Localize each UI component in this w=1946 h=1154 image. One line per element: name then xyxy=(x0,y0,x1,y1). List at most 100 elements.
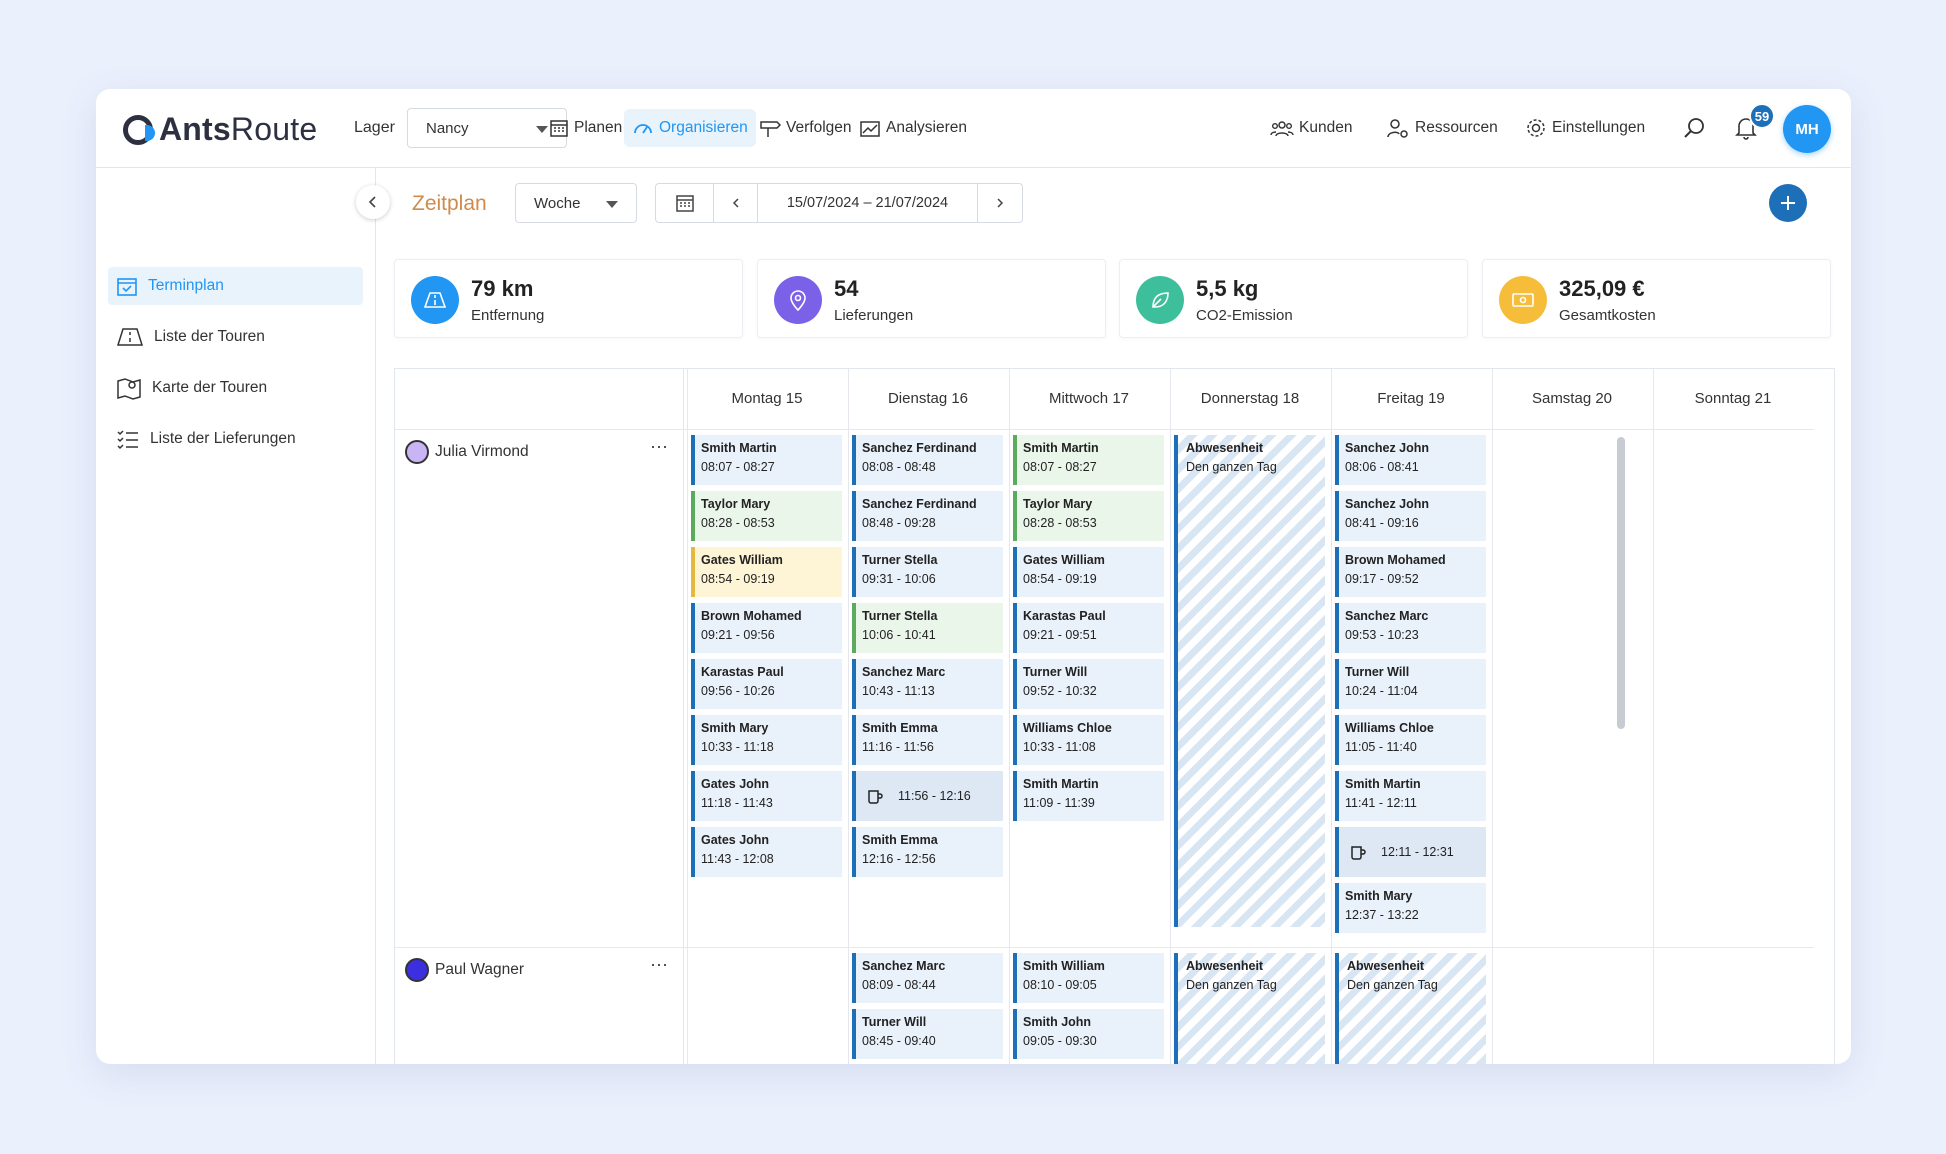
sidebar-item-lieferungen[interactable]: Liste der Lieferungen xyxy=(108,420,363,458)
delivery-event[interactable]: Smith Martin 11:09 - 11:39 xyxy=(1013,771,1164,821)
delivery-event[interactable]: Sanchez Ferdinand 08:08 - 08:48 xyxy=(852,435,1003,485)
delivery-event[interactable]: Brown Mohamed 09:17 - 09:52 xyxy=(1335,547,1486,597)
next-week-button[interactable] xyxy=(978,184,1022,222)
chart-icon xyxy=(860,121,880,137)
nav-ressourcen[interactable]: Ressourcen xyxy=(1378,109,1506,147)
gear-icon xyxy=(1527,119,1545,137)
delivery-event[interactable]: Sanchez Marc 10:43 - 11:13 xyxy=(852,659,1003,709)
kpi-entfernung: 79 km Entfernung xyxy=(394,259,743,338)
delivery-event[interactable]: Turner Will 10:24 - 11:04 xyxy=(1335,659,1486,709)
nav-planen[interactable]: Planen xyxy=(541,109,630,147)
nav-organisieren[interactable]: Organisieren xyxy=(624,109,756,147)
delivery-event[interactable]: Smith Martin 08:07 - 08:27 xyxy=(1013,435,1164,485)
delivery-event[interactable]: Smith William 08:10 - 09:05 xyxy=(1013,953,1164,1003)
event-customer: Sanchez Ferdinand xyxy=(862,497,977,511)
event-customer: Taylor Mary xyxy=(1023,497,1093,511)
resource-name[interactable]: Paul Wagner xyxy=(405,958,524,982)
delivery-event[interactable]: Turner Will 09:52 - 10:32 xyxy=(1013,659,1164,709)
delivery-event[interactable]: Sanchez Marc 09:53 - 10:23 xyxy=(1335,603,1486,653)
nav-analysieren[interactable]: Analysieren xyxy=(851,109,975,147)
nav-verfolgen[interactable]: Verfolgen xyxy=(751,109,860,147)
logo[interactable]: AntsRoute xyxy=(123,111,317,148)
event-time: 11:18 - 11:43 xyxy=(701,796,773,810)
more-options-icon[interactable]: ⋯ xyxy=(650,437,669,457)
delivery-event[interactable]: Gates John 11:43 - 12:08 xyxy=(691,827,842,877)
delivery-event[interactable]: Smith Mary 12:37 - 13:22 xyxy=(1335,883,1486,933)
event-customer: Brown Mohamed xyxy=(701,609,802,623)
event-time: 09:17 - 09:52 xyxy=(1345,572,1419,586)
event-customer: Turner Will xyxy=(1345,665,1410,679)
absence-block[interactable]: Abwesenheit Den ganzen Tag xyxy=(1335,953,1486,1064)
event-customer: Williams Chloe xyxy=(1345,721,1434,735)
more-options-icon[interactable]: ⋯ xyxy=(650,955,669,975)
delivery-event[interactable]: Smith Emma 12:16 - 12:56 xyxy=(852,827,1003,877)
sidebar-item-terminplan[interactable]: Terminplan xyxy=(108,267,363,305)
delivery-event[interactable]: Karastas Paul 09:21 - 09:51 xyxy=(1013,603,1164,653)
event-customer: Smith Mary xyxy=(701,721,769,735)
event-time: 11:16 - 11:56 xyxy=(862,740,934,754)
delivery-event[interactable]: Williams Chloe 11:05 - 11:40 xyxy=(1335,715,1486,765)
sidebar-item-label: Liste der Touren xyxy=(154,328,265,345)
delivery-event[interactable]: Karastas Paul 09:56 - 10:26 xyxy=(691,659,842,709)
nav-einstellungen[interactable]: Einstellungen xyxy=(1517,109,1653,147)
sidebar-item-touren-liste[interactable]: Liste der Touren xyxy=(108,318,363,356)
delivery-event[interactable]: Sanchez John 08:06 - 08:41 xyxy=(1335,435,1486,485)
event-customer: Sanchez John xyxy=(1345,441,1430,455)
absence-block[interactable]: Abwesenheit Den ganzen Tag xyxy=(1174,953,1325,1064)
avatar[interactable]: MH xyxy=(1783,105,1831,153)
grid-column-line xyxy=(683,369,684,1064)
delivery-event[interactable]: Smith Martin 08:07 - 08:27 xyxy=(691,435,842,485)
event-customer: Gates William xyxy=(701,553,783,567)
event-customer: Turner Stella xyxy=(862,553,938,567)
event-customer: Smith Emma xyxy=(862,833,938,847)
search-icon[interactable] xyxy=(1682,116,1706,140)
event-customer: Karastas Paul xyxy=(1023,609,1106,623)
delivery-event[interactable]: Gates William 08:54 - 09:19 xyxy=(1013,547,1164,597)
event-customer: Gates William xyxy=(1023,553,1105,567)
kpi-icon-circle xyxy=(1499,276,1547,324)
event-time: 11:43 - 12:08 xyxy=(701,852,774,866)
checklist-icon xyxy=(117,430,138,450)
delivery-event[interactable]: Turner Stella 10:06 - 10:41 xyxy=(852,603,1003,653)
delivery-event[interactable]: Gates William 08:54 - 09:19 xyxy=(691,547,842,597)
break-block[interactable]: 12:11 - 12:31 xyxy=(1335,827,1486,877)
collapse-sidebar-button[interactable] xyxy=(356,185,390,219)
calendar-button[interactable] xyxy=(656,184,714,222)
resource-name[interactable]: Julia Virmond xyxy=(405,440,529,464)
event-time: 08:28 - 08:53 xyxy=(701,516,775,530)
chevron-left-icon xyxy=(732,198,739,208)
delivery-event[interactable]: Sanchez Ferdinand 08:48 - 09:28 xyxy=(852,491,1003,541)
event-time: 11:05 - 11:40 xyxy=(1345,740,1417,754)
day-header: Samstag 20 xyxy=(1531,390,1613,407)
delivery-event[interactable]: Taylor Mary 08:28 - 08:53 xyxy=(1013,491,1164,541)
event-time: 12:16 - 12:56 xyxy=(862,852,936,866)
delivery-event[interactable]: Taylor Mary 08:28 - 08:53 xyxy=(691,491,842,541)
add-button[interactable] xyxy=(1769,184,1807,222)
delivery-event[interactable]: Turner Stella 09:31 - 10:06 xyxy=(852,547,1003,597)
prev-week-button[interactable] xyxy=(714,184,758,222)
event-customer: Turner Stella xyxy=(862,609,938,623)
delivery-event[interactable]: Williams Chloe 10:33 - 11:08 xyxy=(1013,715,1164,765)
vertical-scrollbar[interactable] xyxy=(1617,437,1625,729)
delivery-event[interactable]: Sanchez John 08:41 - 09:16 xyxy=(1335,491,1486,541)
delivery-event[interactable]: Smith Mary 10:33 - 11:18 xyxy=(691,715,842,765)
delivery-event[interactable]: Smith John 09:05 - 09:30 xyxy=(1013,1009,1164,1059)
absence-title: Abwesenheit xyxy=(1347,959,1425,973)
event-time: 11:09 - 11:39 xyxy=(1023,796,1095,810)
logo-icon xyxy=(123,114,155,145)
view-select[interactable]: Woche xyxy=(515,183,637,223)
delivery-event[interactable]: Turner Will 08:45 - 09:40 xyxy=(852,1009,1003,1059)
delivery-event[interactable]: Gates John 11:18 - 11:43 xyxy=(691,771,842,821)
break-block[interactable]: 11:56 - 12:16 xyxy=(852,771,1003,821)
delivery-event[interactable]: Sanchez Marc 08:09 - 08:44 xyxy=(852,953,1003,1003)
delivery-event[interactable]: Smith Emma 11:16 - 11:56 xyxy=(852,715,1003,765)
absence-block[interactable]: Abwesenheit Den ganzen Tag xyxy=(1174,435,1325,927)
top-bar: AntsRoute Lager Nancy Planen Organisiere… xyxy=(96,89,1851,168)
delivery-event[interactable]: Brown Mohamed 09:21 - 09:56 xyxy=(691,603,842,653)
nav-kunden[interactable]: Kunden xyxy=(1262,109,1360,147)
event-customer: Williams Chloe xyxy=(1023,721,1112,735)
chevron-left-icon xyxy=(368,196,376,208)
delivery-event[interactable]: Smith Martin 11:41 - 12:11 xyxy=(1335,771,1486,821)
date-range-text[interactable]: 15/07/2024 – 21/07/2024 xyxy=(758,184,978,222)
sidebar-item-touren-karte[interactable]: Karte der Touren xyxy=(108,369,363,407)
